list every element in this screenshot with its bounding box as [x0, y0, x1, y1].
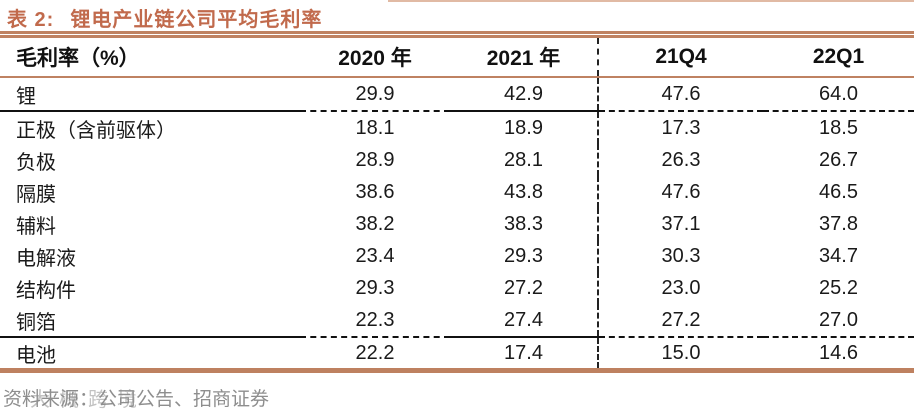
- table-row-auxiliary: 辅料 38.2 38.3 37.1 37.8: [0, 208, 914, 240]
- cell-value: 43.8: [504, 180, 543, 203]
- row-label: 隔膜: [16, 183, 56, 206]
- header-row: 毛利率（%） 2020 年 2021 年 21Q4 22Q1: [0, 35, 914, 78]
- figure-title: 表 2: 锂电产业链公司平均毛利率: [7, 3, 322, 32]
- watermark-text: 大概跨境: [30, 389, 146, 411]
- cell-value: 17.3: [597, 111, 763, 144]
- cell-value: 38.2: [355, 212, 395, 235]
- cell-value: 28.9: [355, 148, 395, 171]
- table-row-lithium: 锂 29.9 42.9 47.6 64.0: [0, 77, 914, 112]
- table-row-structural-parts: 结构件 29.3 27.2 23.0 25.2: [0, 272, 914, 304]
- cell-value: 27.0: [763, 304, 914, 338]
- figure-title-text: 锂电产业链公司平均毛利率: [70, 9, 323, 31]
- cell-value: 34.7: [819, 244, 858, 267]
- column-header-2020: 2020 年: [300, 35, 450, 78]
- row-label: 负极: [16, 151, 56, 174]
- table-row-battery: 电池 22.2 17.4 15.0 14.6: [0, 337, 914, 373]
- cell-value: 27.2: [597, 304, 763, 338]
- cell-value: 37.8: [819, 212, 858, 235]
- row-label: 结构件: [16, 279, 76, 302]
- row-label: 电池: [0, 337, 300, 373]
- cell-value: 22.2: [300, 337, 450, 373]
- cell-value: 37.1: [597, 208, 763, 240]
- cell-value: 64.0: [763, 77, 914, 112]
- cell-value: 47.6: [597, 176, 763, 208]
- figure-title-prefix: 表 2:: [7, 9, 55, 31]
- table-row-cathode: 正极（含前驱体） 18.1 18.9 17.3 18.5: [0, 111, 914, 144]
- cell-value: 25.2: [819, 276, 858, 299]
- column-header-22q1: 22Q1: [763, 35, 914, 78]
- column-header-metric: 毛利率（%）: [0, 35, 300, 78]
- row-label: 辅料: [16, 215, 56, 238]
- cell-value: 47.6: [597, 77, 763, 112]
- row-label: 锂: [0, 77, 300, 112]
- cell-value: 30.3: [597, 240, 763, 272]
- table-row-copper-foil: 铜箔 22.3 27.4 27.2 27.0: [0, 304, 914, 338]
- cell-value: 38.6: [355, 180, 395, 203]
- row-label: 铜箔: [0, 304, 300, 338]
- cell-value: 15.0: [597, 337, 763, 373]
- cell-value: 29.3: [504, 244, 543, 267]
- cell-value: 17.4: [450, 337, 598, 373]
- cell-value: 27.2: [504, 276, 543, 299]
- table-row-separator-film: 隔膜 38.6 43.8 47.6 46.5: [0, 176, 914, 208]
- page-top-rule: [388, 0, 914, 2]
- cell-value: 27.4: [450, 304, 598, 338]
- cell-value: 38.3: [504, 212, 543, 235]
- cell-value: 18.5: [819, 116, 858, 139]
- source-note: 资料来源：公司公告、招商证券: [3, 388, 270, 410]
- table-row-electrolyte: 电解液 23.4 29.3 30.3 34.7: [0, 240, 914, 272]
- cell-value: 22.3: [300, 304, 450, 338]
- cell-value: 26.3: [597, 144, 763, 176]
- cell-value: 26.7: [819, 148, 858, 171]
- cell-value: 23.4: [355, 244, 395, 267]
- gross-margin-table: 毛利率（%） 2020 年 2021 年 21Q4 22Q1 锂 29.9 42…: [0, 35, 914, 373]
- cell-value: 18.9: [504, 116, 543, 139]
- cell-value: 14.6: [763, 337, 914, 373]
- cell-value: 23.0: [597, 272, 763, 304]
- column-header-2021: 2021 年: [450, 35, 598, 78]
- row-label: 正极（含前驱体）: [16, 119, 176, 142]
- cell-value: 29.9: [300, 77, 450, 112]
- cell-value: 46.5: [819, 180, 858, 203]
- cell-value: 28.1: [504, 148, 543, 171]
- cell-value: 29.3: [355, 276, 395, 299]
- cell-value: 42.9: [450, 77, 598, 112]
- cell-value: 18.1: [355, 116, 395, 139]
- column-header-21q4: 21Q4: [597, 35, 763, 78]
- table-row-anode: 负极 28.9 28.1 26.3 26.7: [0, 144, 914, 176]
- title-underline: [0, 31, 914, 34]
- row-label: 电解液: [16, 247, 76, 270]
